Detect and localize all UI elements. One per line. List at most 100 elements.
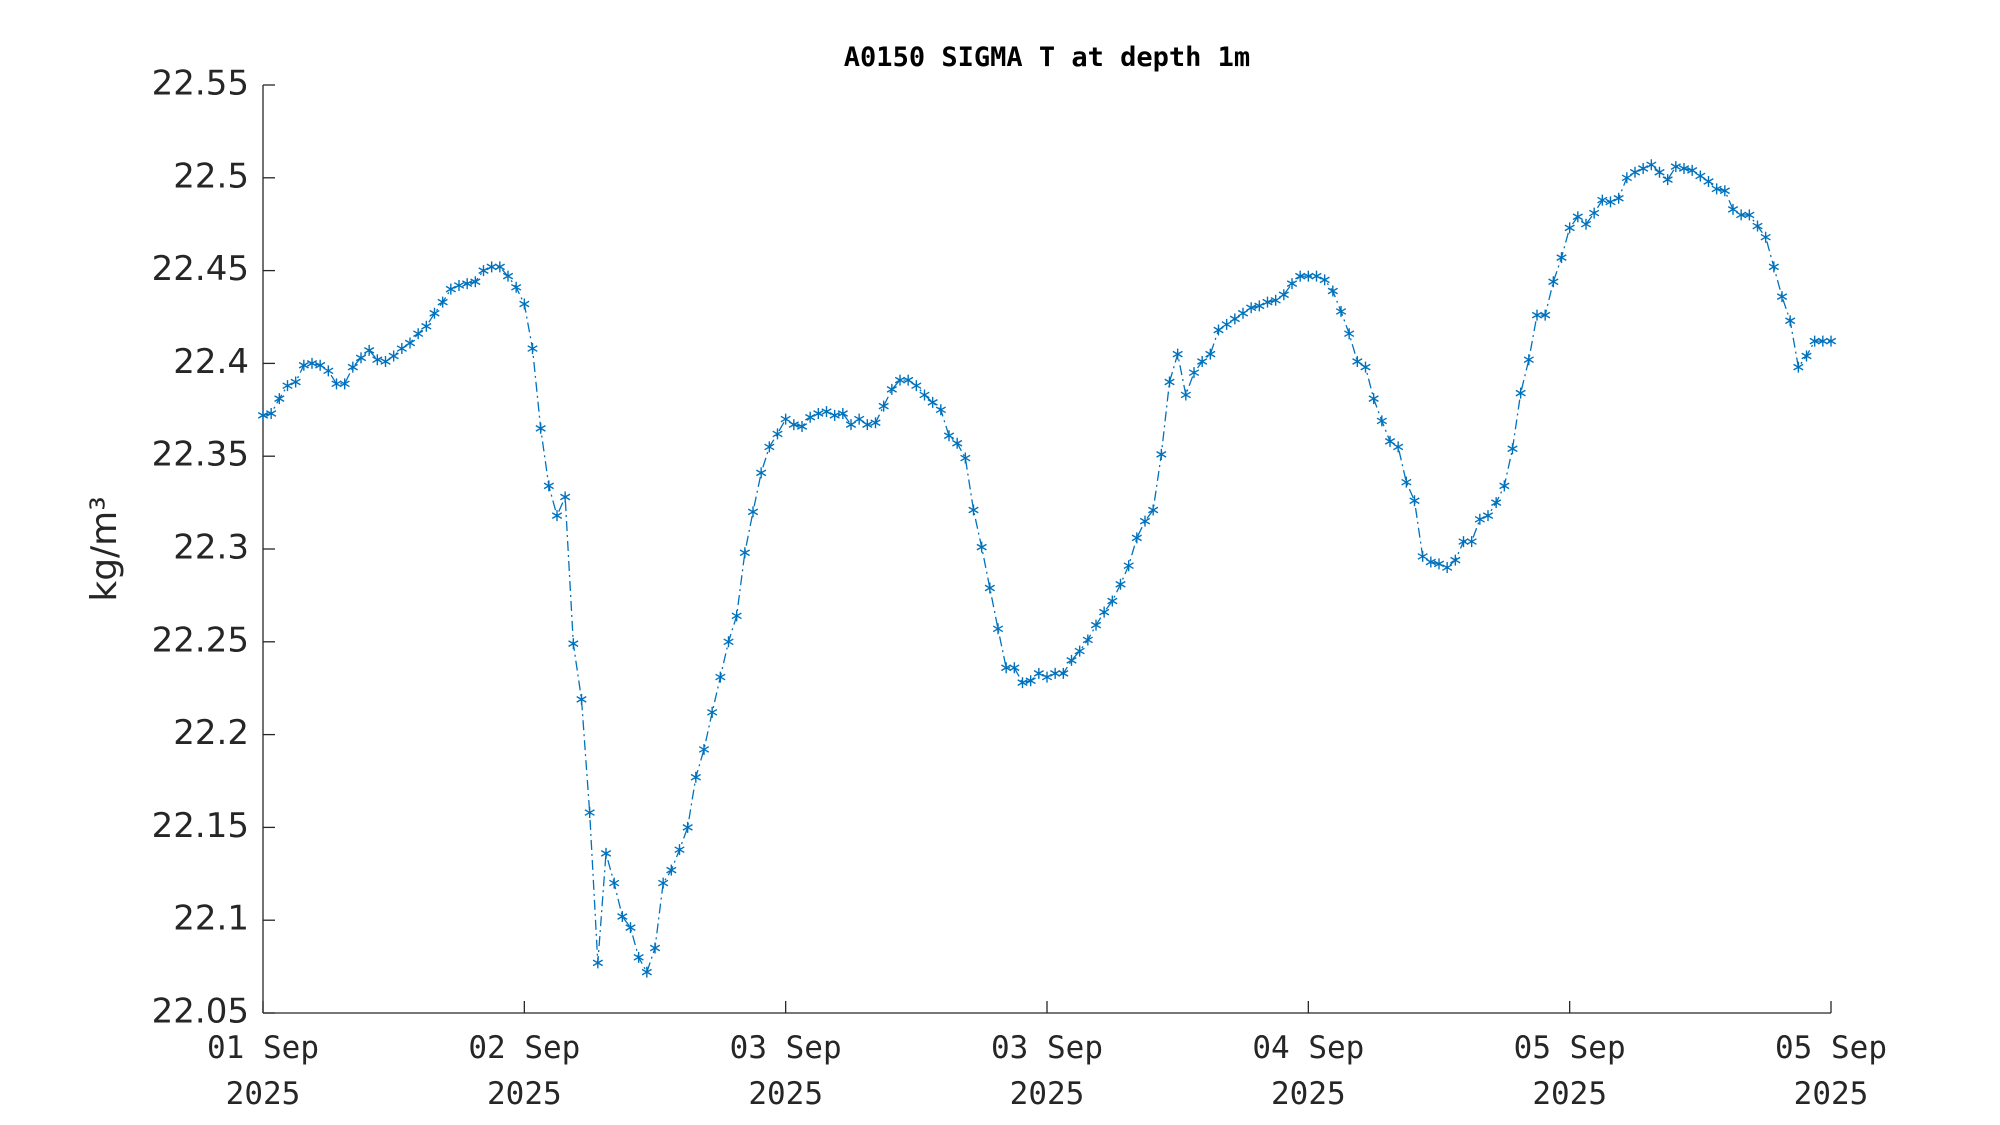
data-point: [772, 428, 783, 440]
data-point: [1482, 510, 1494, 522]
data-point: [756, 467, 767, 479]
data-point: [1597, 194, 1608, 206]
data-point: [1286, 278, 1298, 290]
data-point: [666, 864, 677, 876]
data-point: [796, 421, 808, 433]
data-point: [306, 357, 318, 369]
data-point: [1115, 578, 1126, 590]
y-tick-label: 22.35: [152, 435, 249, 475]
data-point: [1017, 677, 1028, 689]
data-point: [323, 365, 334, 377]
data-point: [1678, 163, 1690, 175]
data-point: [494, 261, 505, 273]
data-point: [1335, 305, 1347, 317]
y-tick-label: 22.45: [152, 249, 249, 289]
data-point: [584, 807, 595, 819]
data-point: [1041, 671, 1053, 683]
data-point: [674, 844, 685, 856]
data-point: [290, 376, 301, 388]
data-point: [1074, 645, 1085, 657]
data-point: [845, 419, 857, 431]
data-point: [1393, 441, 1404, 453]
data-point: [1148, 504, 1159, 516]
data-point: [1711, 183, 1722, 195]
data-point: [257, 409, 269, 421]
data-point: [1254, 300, 1265, 312]
data-point: [935, 404, 946, 416]
data-point: [266, 408, 277, 420]
data-point: [1401, 476, 1412, 488]
data-point: [1727, 203, 1739, 215]
data-point: [894, 374, 906, 386]
data-point: [453, 279, 465, 291]
data-point: [984, 582, 995, 594]
data-point: [1499, 480, 1510, 492]
x-tick-label: 03 Sep 2025: [991, 1030, 1103, 1112]
data-point: [560, 491, 571, 503]
y-axis-label: kg/m³: [84, 496, 125, 601]
data-point: [1654, 166, 1665, 178]
data-point: [404, 337, 416, 349]
data-point: [1213, 324, 1224, 336]
data-point: [511, 281, 522, 293]
x-tick-label: 01 Sep 2025: [207, 1030, 319, 1112]
data-point: [1556, 252, 1567, 264]
data-point: [478, 265, 489, 277]
data-point: [1793, 361, 1804, 373]
y-tick-label: 22.05: [152, 992, 249, 1032]
data-point: [1001, 662, 1012, 674]
data-point: [1752, 220, 1763, 232]
y-tick-label: 22.15: [152, 806, 249, 846]
data-point: [927, 396, 938, 408]
data-point: [1050, 667, 1061, 679]
data-point: [1311, 270, 1322, 282]
data-point: [1605, 196, 1616, 208]
data-point: [1687, 164, 1698, 176]
data-point: [429, 307, 440, 319]
data-point: [764, 441, 775, 453]
data-point: [723, 636, 734, 648]
x-tick-label: 03 Sep 2025: [729, 1030, 842, 1112]
data-point: [445, 283, 456, 295]
data-point: [1009, 662, 1020, 674]
chart-title: A0150 SIGMA T at depth 1m: [844, 42, 1250, 73]
x-tick-label: 04 Sep 2025: [1252, 1030, 1365, 1112]
data-point: [854, 413, 865, 425]
data-point: [1646, 159, 1657, 171]
y-tick-label: 22.3: [173, 528, 249, 568]
data-point: [1376, 415, 1387, 427]
data-point: [943, 430, 955, 442]
data-point: [1825, 335, 1837, 347]
data-point: [388, 350, 399, 362]
data-point: [1360, 361, 1371, 373]
data-point: [462, 278, 473, 290]
data-point: [658, 877, 669, 889]
data-point: [715, 671, 726, 683]
data-point: [396, 343, 407, 355]
data-point: [1033, 667, 1044, 679]
data-point: [551, 510, 563, 522]
data-point: [641, 966, 652, 978]
y-tick-label: 22.2: [173, 713, 249, 753]
data-point: [1540, 309, 1551, 321]
data-point: [1458, 536, 1469, 548]
y-tick-label: 22.1: [173, 899, 249, 939]
data-point: [1164, 376, 1175, 388]
data-point: [976, 541, 987, 553]
data-point: [952, 437, 963, 449]
data-point: [1384, 435, 1396, 447]
data-point: [1703, 176, 1714, 188]
data-point: [1662, 174, 1673, 186]
data-point: [625, 922, 636, 934]
data-point: [1548, 276, 1559, 288]
data-point: [1621, 172, 1632, 184]
data-point: [519, 298, 530, 310]
data-point: [747, 506, 759, 518]
data-point: [1303, 270, 1314, 282]
data-point: [1768, 261, 1779, 273]
data-point: [1368, 393, 1379, 405]
data-point: [364, 344, 375, 356]
data-point: [780, 413, 791, 425]
data-point: [298, 359, 309, 371]
